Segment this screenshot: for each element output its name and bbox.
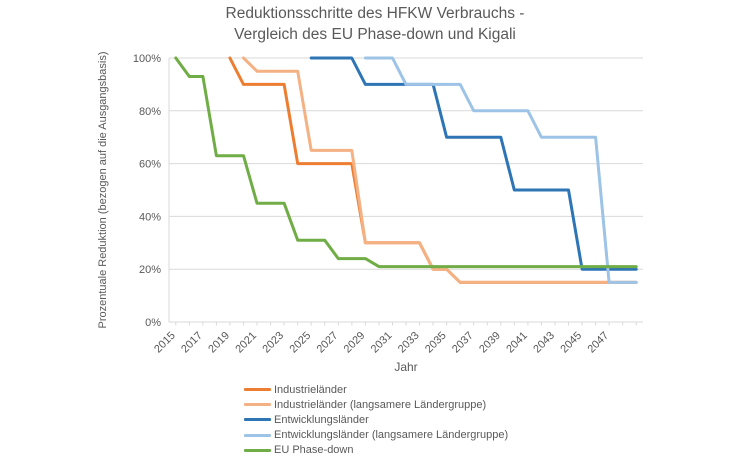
x-tick-label-2045: 2045 — [558, 330, 584, 356]
chart-title: Reduktionsschritte des HFKW Verbrauchs -… — [0, 3, 750, 45]
x-tick-label-2021: 2021 — [233, 330, 259, 356]
x-tick-label-2041: 2041 — [504, 330, 530, 356]
legend-label-entwicklungslaender-langsam: Entwicklungsländer (langsamere Ländergru… — [274, 429, 509, 442]
x-tick-label-2015: 2015 — [152, 330, 178, 356]
series-line-entwicklungsl-nder — [309, 56, 638, 271]
x-tick-label-2027: 2027 — [315, 330, 341, 356]
y-tick-label-40%: 40% — [139, 211, 161, 223]
legend-item-entwicklungslaender-langsam: Entwicklungsländer (langsamere Ländergru… — [244, 428, 508, 443]
legend-swatch-entwicklungslaender-langsam — [244, 433, 271, 437]
chart-title-line2: Vergleich des EU Phase-down und Kigali — [234, 26, 516, 43]
x-tick-label-2025: 2025 — [288, 330, 314, 356]
legend-label-industrielaender: Industrieländer — [274, 383, 347, 396]
y-tick-label-20%: 20% — [139, 264, 161, 276]
x-tick-label-2035: 2035 — [423, 330, 449, 356]
series-line-industriel-nder — [228, 56, 638, 284]
x-tick-label-2047: 2047 — [585, 330, 611, 356]
legend-label-entwicklungslaender: Entwicklungsländer — [274, 413, 369, 426]
y-tick-label-80%: 80% — [139, 106, 161, 118]
series-line-industriel-nder-langsamere-l-ndergruppe — [242, 56, 638, 284]
x-tick-label-2019: 2019 — [206, 330, 232, 356]
x-tick-label-2043: 2043 — [531, 330, 557, 356]
y-tick-label-0%: 0% — [145, 317, 161, 329]
y-tick-label-100%: 100% — [133, 53, 161, 65]
legend: Industrieländer Industrieländer (langsam… — [244, 382, 508, 458]
x-tick-label-2029: 2029 — [342, 330, 368, 356]
x-tick-label-2033: 2033 — [396, 330, 422, 356]
legend-item-industrielaender-langsam: Industrieländer (langsamere Ländergruppe… — [244, 397, 508, 412]
x-tick-label-2039: 2039 — [477, 330, 503, 356]
legend-swatch-entwicklungslaender — [244, 418, 271, 422]
legend-label-industrielaender-langsam: Industrieländer (langsamere Ländergruppe… — [274, 398, 487, 411]
legend-item-industrielaender: Industrieländer — [244, 382, 508, 397]
legend-swatch-industrielaender — [244, 388, 271, 392]
x-tick-label-2023: 2023 — [260, 330, 286, 356]
x-axis-title: Jahr — [394, 360, 418, 374]
series-line-eu-phase-down — [174, 56, 638, 269]
x-tick-label-2031: 2031 — [369, 330, 395, 356]
legend-label-eu-phase-down: EU Phase-down — [274, 444, 354, 457]
x-tick-label-2017: 2017 — [179, 330, 205, 356]
legend-item-entwicklungslaender: Entwicklungsländer — [244, 412, 508, 427]
x-tick-label-2037: 2037 — [450, 330, 476, 356]
legend-swatch-industrielaender-langsam — [244, 403, 271, 407]
legend-item-eu-phase-down: EU Phase-down — [244, 443, 508, 458]
chart-title-line1: Reduktionsschritte des HFKW Verbrauchs - — [225, 5, 525, 22]
series-line-entwicklungsl-nder-langsamere-l-ndergruppe — [363, 56, 638, 284]
y-tick-label-60%: 60% — [139, 159, 161, 171]
legend-swatch-eu-phase-down — [244, 448, 271, 452]
